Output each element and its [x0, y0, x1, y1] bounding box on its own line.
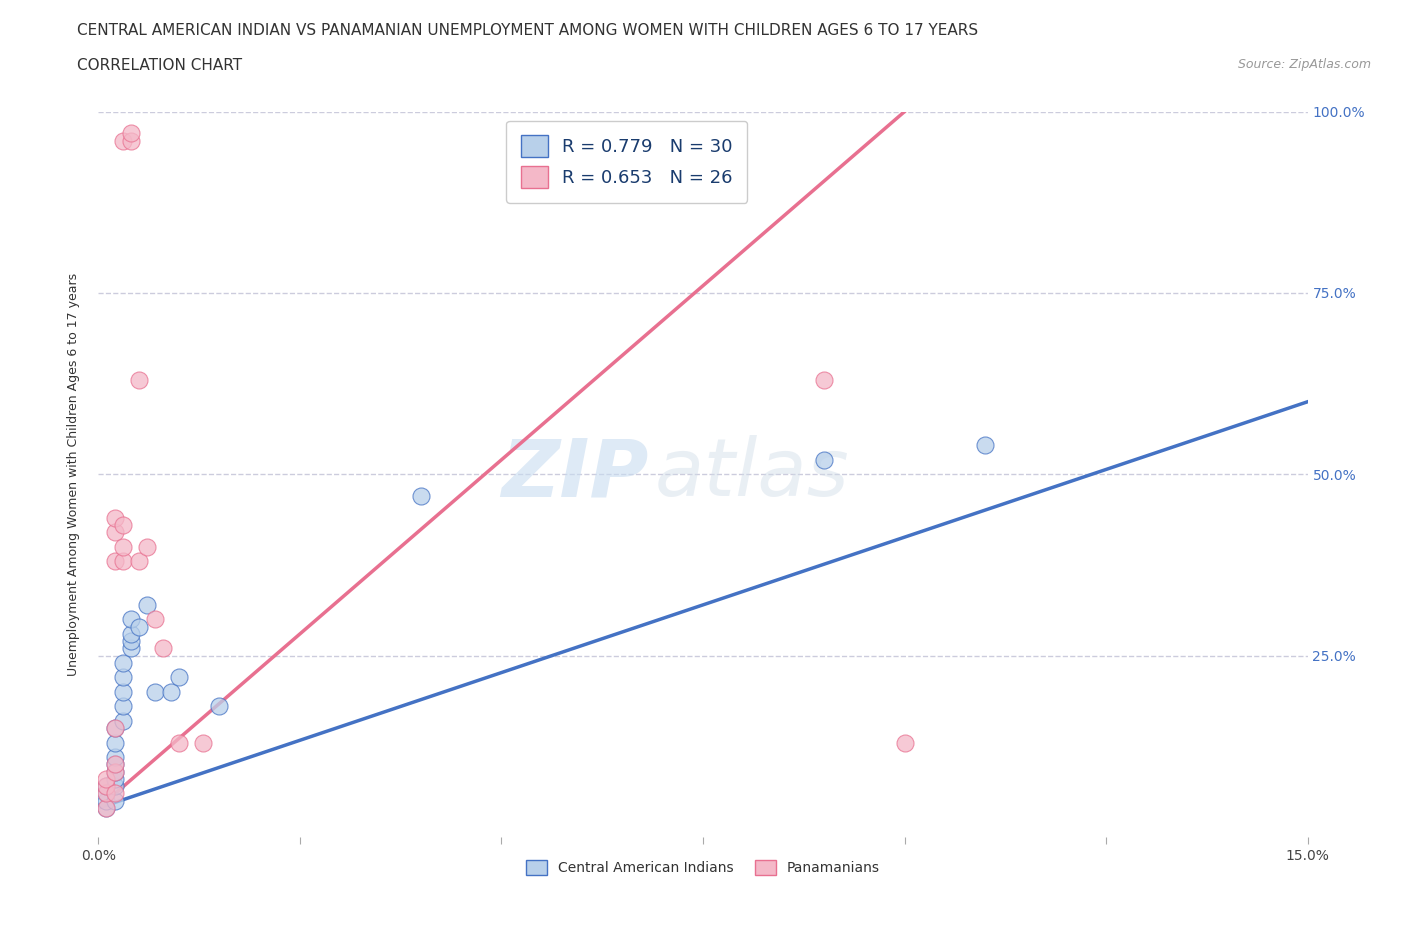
Point	[111, 684, 134, 699]
Point	[120, 612, 142, 627]
Point	[103, 750, 125, 764]
Point	[893, 736, 915, 751]
Point	[111, 670, 134, 684]
Point	[96, 778, 118, 793]
Point	[96, 786, 118, 801]
Point	[103, 764, 125, 779]
Point	[120, 641, 142, 656]
Point	[120, 633, 142, 648]
Point	[160, 684, 183, 699]
Point	[103, 757, 125, 772]
Point	[103, 721, 125, 736]
Text: ZIP: ZIP	[501, 435, 648, 513]
Point	[152, 641, 174, 656]
Text: atlas: atlas	[655, 435, 849, 513]
Point	[120, 627, 142, 642]
Point	[103, 772, 125, 787]
Legend: Central American Indians, Panamanians: Central American Indians, Panamanians	[520, 855, 886, 881]
Point	[103, 511, 125, 525]
Point	[143, 684, 166, 699]
Text: CENTRAL AMERICAN INDIAN VS PANAMANIAN UNEMPLOYMENT AMONG WOMEN WITH CHILDREN AGE: CENTRAL AMERICAN INDIAN VS PANAMANIAN UN…	[77, 23, 979, 38]
Text: Source: ZipAtlas.com: Source: ZipAtlas.com	[1237, 58, 1371, 71]
Point	[167, 670, 190, 684]
Y-axis label: Unemployment Among Women with Children Ages 6 to 17 years: Unemployment Among Women with Children A…	[67, 272, 80, 676]
Point	[103, 554, 125, 569]
Point	[135, 539, 157, 554]
Point	[103, 793, 125, 808]
Point	[96, 786, 118, 801]
Point	[128, 619, 150, 634]
Point	[208, 699, 231, 714]
Point	[96, 793, 118, 808]
Point	[111, 518, 134, 533]
Point	[103, 736, 125, 751]
Point	[103, 721, 125, 736]
Point	[103, 778, 125, 793]
Point	[193, 736, 215, 751]
Point	[111, 713, 134, 728]
Point	[96, 801, 118, 816]
Point	[103, 525, 125, 539]
Point	[120, 126, 142, 140]
Point	[111, 539, 134, 554]
Point	[103, 786, 125, 801]
Point	[96, 772, 118, 787]
Point	[103, 757, 125, 772]
Point	[111, 133, 134, 148]
Point	[96, 778, 118, 793]
Point	[135, 597, 157, 612]
Point	[409, 488, 432, 503]
Point	[167, 736, 190, 751]
Point	[813, 452, 835, 467]
Point	[128, 554, 150, 569]
Point	[813, 373, 835, 388]
Point	[103, 764, 125, 779]
Point	[111, 699, 134, 714]
Point	[128, 373, 150, 388]
Point	[120, 133, 142, 148]
Point	[974, 438, 997, 453]
Point	[111, 656, 134, 671]
Point	[111, 554, 134, 569]
Point	[96, 801, 118, 816]
Point	[143, 612, 166, 627]
Text: CORRELATION CHART: CORRELATION CHART	[77, 58, 242, 73]
